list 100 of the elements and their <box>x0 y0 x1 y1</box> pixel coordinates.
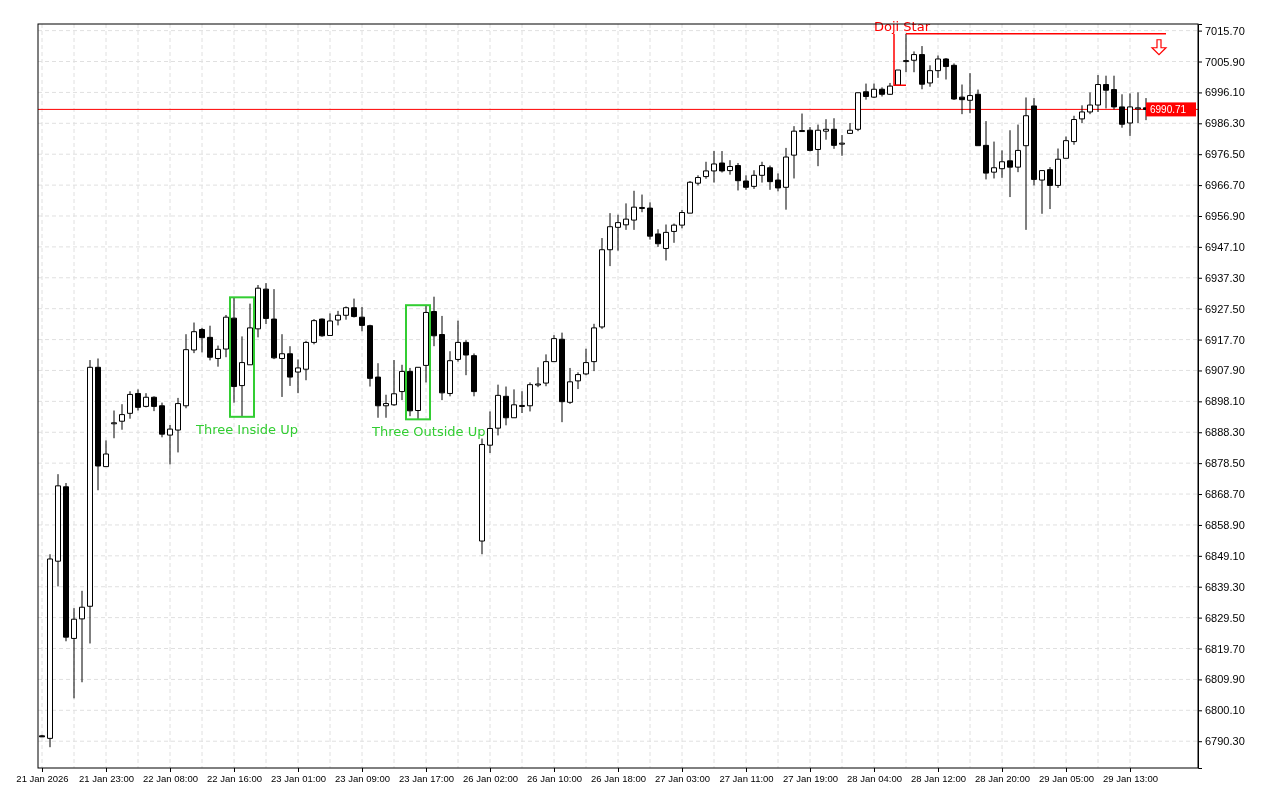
candlestick <box>839 134 845 157</box>
candlestick <box>823 118 829 141</box>
y-tick-label: 6966.70 <box>1205 179 1245 192</box>
candlestick <box>1015 124 1021 173</box>
candlestick <box>799 113 805 133</box>
candlestick <box>767 165 773 191</box>
candlestick <box>895 69 901 86</box>
y-tick-label: 7005.90 <box>1205 55 1245 68</box>
candlestick <box>831 117 837 150</box>
x-tick-label: 28 Jan 20:00 <box>975 772 1030 784</box>
candlestick <box>975 89 981 147</box>
x-tick-label: 22 Jan 08:00 <box>143 772 198 784</box>
candlestick <box>527 381 533 412</box>
candlestick <box>319 317 325 338</box>
candlestick <box>1103 75 1109 109</box>
candlestick <box>815 124 821 167</box>
candlestick <box>583 348 589 376</box>
candlestick <box>871 83 877 99</box>
candlestick <box>71 607 77 699</box>
candlestick <box>551 334 557 363</box>
candlestick <box>255 284 261 338</box>
candlestick <box>111 410 117 439</box>
candlestick <box>1055 148 1061 189</box>
x-tick-label: 26 Jan 18:00 <box>591 772 646 784</box>
candlestick <box>903 33 909 73</box>
candlestick <box>367 324 373 388</box>
candlestick <box>1079 104 1085 124</box>
candlestick <box>1127 92 1133 137</box>
candlestick <box>535 366 541 388</box>
y-tick-label: 6858.90 <box>1205 518 1245 531</box>
candlestick <box>431 296 437 347</box>
candlestick <box>1063 136 1069 159</box>
candlestick <box>615 214 621 252</box>
y-tick-label: 6927.50 <box>1205 302 1245 315</box>
candlestick <box>95 357 101 491</box>
candlestick <box>671 223 677 244</box>
x-tick-label: 27 Jan 19:00 <box>783 772 838 784</box>
candlestick <box>807 126 813 152</box>
y-tick-label: 6907.90 <box>1205 364 1245 377</box>
y-tick-label: 7015.70 <box>1205 24 1245 37</box>
candlestick <box>647 201 653 241</box>
candlestick <box>1039 170 1045 215</box>
candlestick <box>47 553 53 748</box>
x-tick-label: 21 Jan 23:00 <box>79 772 134 784</box>
y-tick-label: 6839.30 <box>1205 580 1245 593</box>
x-tick-label: 28 Jan 12:00 <box>911 772 966 784</box>
candlestick <box>711 150 717 184</box>
x-tick-label: 27 Jan 11:00 <box>719 772 774 784</box>
candlestick <box>263 282 269 325</box>
candlestick <box>663 224 669 261</box>
y-tick-label: 6809.90 <box>1205 673 1245 686</box>
candlestick <box>543 353 549 387</box>
candlestick <box>503 386 509 426</box>
x-tick-label: 23 Jan 01:00 <box>271 772 326 784</box>
candlestick <box>1135 91 1141 124</box>
candlestick <box>87 359 93 644</box>
y-tick-label: 6976.50 <box>1205 148 1245 161</box>
candlestick <box>719 150 725 173</box>
candlestick <box>1023 96 1029 231</box>
candlestick <box>335 310 341 326</box>
candlestick <box>943 57 949 80</box>
candlestick <box>479 438 485 555</box>
candlestick <box>303 340 309 381</box>
candlestick <box>567 367 573 405</box>
candlestick <box>959 84 965 115</box>
candlestick <box>679 209 685 229</box>
candlestick <box>391 359 397 407</box>
candlestick <box>375 362 381 419</box>
annotation: Three Outside Up <box>371 424 486 440</box>
candlestick <box>135 388 141 411</box>
candlestick <box>159 402 165 438</box>
y-tick-label: 6917.70 <box>1205 333 1245 346</box>
y-tick-label: 6800.10 <box>1205 704 1245 717</box>
candlestick <box>463 339 469 376</box>
candlestick <box>271 288 277 360</box>
candlestick <box>951 62 957 101</box>
candlestick <box>1087 91 1093 115</box>
candlestick <box>911 50 917 73</box>
candlestick <box>1071 115 1077 146</box>
candlestick <box>1047 166 1053 210</box>
candlestick <box>983 120 989 180</box>
candlestick <box>703 161 709 180</box>
candlestick <box>231 296 237 404</box>
candlestick <box>151 395 157 412</box>
candlestick <box>631 190 637 231</box>
candlestick <box>775 172 781 192</box>
candlestick <box>487 410 493 454</box>
candlestick <box>143 392 149 408</box>
candlestick <box>783 147 789 211</box>
candlestick <box>63 482 69 642</box>
y-tick-label: 6956.90 <box>1205 210 1245 223</box>
candlestick <box>935 55 941 79</box>
candlestick <box>591 323 597 372</box>
y-tick-label: 6898.10 <box>1205 395 1245 408</box>
candlestick <box>623 202 629 231</box>
y-tick-label: 6996.10 <box>1205 86 1245 99</box>
x-tick-label: 27 Jan 03:00 <box>655 772 710 784</box>
candlestick <box>407 367 413 417</box>
y-tick-label: 6947.10 <box>1205 240 1245 253</box>
candlestick <box>759 161 765 184</box>
